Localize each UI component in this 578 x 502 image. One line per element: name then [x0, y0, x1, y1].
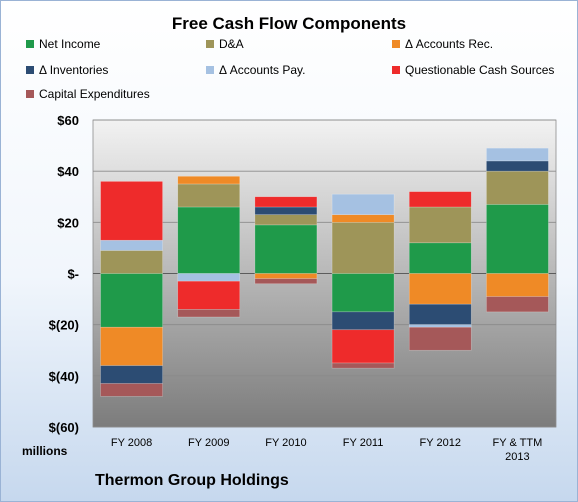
bar-segment [100, 273, 163, 328]
bar-segment [486, 147, 549, 162]
bar-stack [408, 191, 472, 351]
legend-swatch [392, 40, 400, 48]
legend-item: Questionable Cash Sources [392, 63, 554, 77]
y-tick-label: $20 [57, 215, 79, 230]
legend-item: D&A [206, 37, 244, 51]
bar-segment [100, 365, 163, 384]
bar-segment [486, 273, 549, 297]
legend-label: Net Income [39, 37, 101, 51]
bar-stack [100, 181, 163, 397]
y-tick-label: $(40) [49, 369, 79, 384]
bar-segment [177, 206, 241, 274]
bar-segment [177, 280, 241, 310]
bar-segment [100, 326, 163, 366]
legend-swatch [26, 66, 34, 74]
y-tick-label: $(20) [49, 318, 79, 333]
bar-segment [100, 181, 163, 241]
bar-segment [486, 296, 549, 313]
bar-segment [100, 383, 163, 397]
bar-segment [331, 222, 395, 274]
x-tick-label: FY & TTM 2013 [493, 437, 543, 463]
legend-label: Questionable Cash Sources [405, 63, 555, 77]
bar-segment [408, 303, 472, 325]
bar-segment [177, 273, 241, 282]
legend-label: Δ Accounts Pay. [219, 63, 306, 77]
bar-segment [331, 362, 395, 369]
y-tick-label: $(60) [49, 420, 79, 435]
bar-stack [486, 147, 549, 313]
legend-swatch [26, 40, 34, 48]
bar-stack [254, 196, 318, 285]
legend-swatch [206, 66, 214, 74]
x-tick-label: FY 2008 [111, 437, 152, 449]
bar-segment [331, 193, 395, 215]
bar-segment [408, 242, 472, 274]
y-tick-label: $60 [57, 113, 79, 128]
bar-segment [254, 273, 318, 279]
bar-segment [408, 273, 472, 305]
bar-segment [486, 170, 549, 205]
x-tick-label: FY 2012 [420, 437, 461, 449]
bar-segment [331, 311, 395, 331]
bar-segment [331, 214, 395, 223]
legend-item: Δ Accounts Pay. [206, 63, 306, 77]
bar-segment [100, 250, 163, 274]
bar-segment [177, 183, 241, 208]
legend-label: Capital Expenditures [39, 87, 150, 101]
legend-item: Net Income [26, 37, 100, 51]
legend-swatch [206, 40, 214, 48]
bar-segment [254, 206, 318, 215]
bar-segment [100, 239, 163, 251]
bar-segment [486, 204, 549, 274]
legend-item: Capital Expenditures [26, 87, 150, 101]
bar-segment [254, 196, 318, 208]
chart-title: Free Cash Flow Components [171, 14, 407, 33]
bar-stack [177, 175, 241, 318]
bar-segment [408, 324, 472, 328]
bar-segment [408, 191, 472, 208]
x-tick-label: FY 2009 [188, 437, 229, 449]
bar-segment [408, 206, 472, 244]
y-tick-label: $40 [57, 164, 79, 179]
x-tick-label: FY 2011 [343, 437, 384, 449]
bar-segment [254, 214, 318, 226]
y-tick-label: $- [67, 267, 79, 282]
bar-segment [331, 329, 395, 364]
bar-segment [177, 175, 241, 185]
legend-label: D&A [219, 37, 244, 51]
legend-swatch [26, 90, 34, 98]
bar-segment [408, 326, 472, 351]
bar-segment [486, 160, 549, 172]
legend-label: Δ Inventories [39, 63, 109, 77]
bar-segment [254, 278, 318, 285]
company-label: Thermon Group Holdings [95, 472, 289, 489]
legend-swatch [392, 66, 400, 74]
bar-segment [177, 309, 241, 318]
bar-stack [331, 193, 395, 369]
legend-item: Δ Accounts Rec. [392, 37, 493, 51]
bar-segment [254, 224, 318, 274]
legend-item: Δ Inventories [26, 63, 108, 77]
units-label: millions [22, 444, 68, 458]
x-tick-label: FY 2010 [265, 437, 306, 449]
legend-label: Δ Accounts Rec. [405, 37, 494, 51]
bar-segment [331, 273, 395, 313]
